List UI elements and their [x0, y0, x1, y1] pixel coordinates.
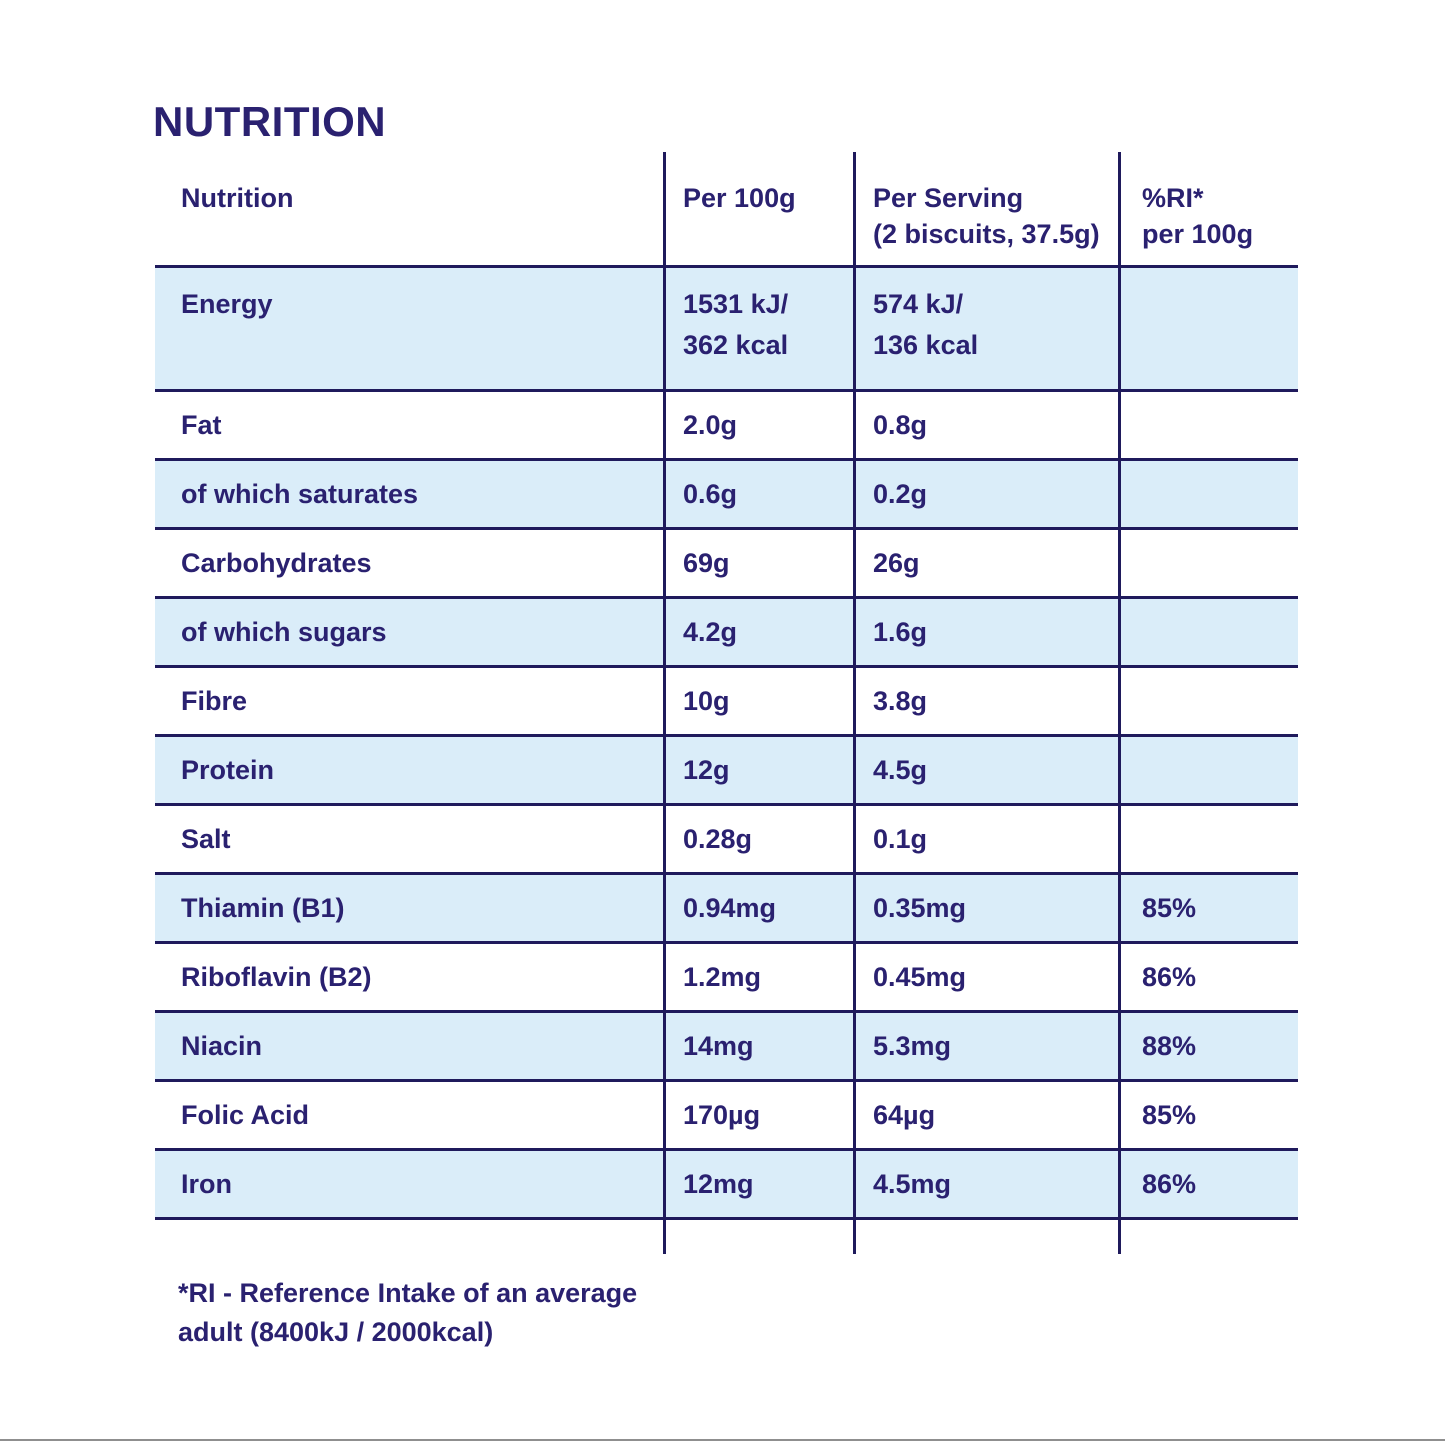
value-per-serving: 0.2g	[873, 479, 928, 509]
value-ri-per-100g: 85%	[1142, 893, 1197, 923]
value-ri-per-100g: 86%	[1142, 962, 1197, 992]
value-per-100g: 1531 kJ/ 362 kcal	[683, 289, 789, 360]
value-per-serving: 3.8g	[873, 686, 928, 716]
value-per-100g: 10g	[683, 686, 730, 716]
table-row-carbohydrates: Carbohydrates 69g 26g	[155, 530, 1298, 599]
header-per-100g: Per 100g	[683, 183, 796, 213]
table-row-of-which-saturates: of which saturates 0.6g 0.2g	[155, 461, 1298, 530]
value-ri-per-100g	[1118, 268, 1298, 284]
value-per-serving: 5.3mg	[873, 1031, 952, 1061]
value-per-serving: 4.5g	[873, 755, 928, 785]
row-label: Thiamin (B1)	[181, 893, 345, 923]
row-label: Protein	[181, 755, 275, 785]
header-per-serving: Per Serving (2 biscuits, 37.5g)	[873, 183, 1100, 249]
column-divider-3	[1118, 152, 1121, 1254]
value-per-100g: 2.0g	[683, 410, 738, 440]
table-header-row: Nutrition Per 100g Per Serving (2 biscui…	[155, 152, 1298, 268]
value-ri-per-100g: 86%	[1142, 1169, 1197, 1199]
row-label: of which sugars	[181, 617, 387, 647]
row-label: Folic Acid	[181, 1100, 310, 1130]
table-row-salt: Salt 0.28g 0.1g	[155, 806, 1298, 875]
value-per-100g: 14mg	[683, 1031, 754, 1061]
value-per-serving: 0.45mg	[873, 962, 967, 992]
bottom-edge-line	[0, 1439, 1445, 1441]
table-row-thiamin-b1: Thiamin (B1) 0.94mg 0.35mg 85%	[155, 875, 1298, 944]
row-label: Riboflavin (B2)	[181, 962, 372, 992]
table-footer-stub	[155, 1220, 1298, 1254]
value-per-serving: 0.35mg	[873, 893, 967, 923]
value-ri-per-100g: 88%	[1142, 1031, 1197, 1061]
page-title: NUTRITION	[153, 98, 387, 145]
value-per-100g: 0.28g	[683, 824, 753, 854]
value-per-serving: 26g	[873, 548, 920, 578]
value-per-100g: 69g	[683, 548, 730, 578]
value-per-100g: 0.94mg	[683, 893, 777, 923]
value-per-serving: 574 kJ/ 136 kcal	[873, 289, 979, 360]
table-row-fibre: Fibre 10g 3.8g	[155, 668, 1298, 737]
table-row-energy: Energy 1531 kJ/ 362 kcal 574 kJ/ 136 kca…	[155, 268, 1298, 392]
row-label: Niacin	[181, 1031, 263, 1061]
reference-intake-note: *RI - Reference Intake of an average adu…	[178, 1278, 638, 1347]
value-per-100g: 4.2g	[683, 617, 738, 647]
value-per-serving: 1.6g	[873, 617, 928, 647]
value-per-serving: 4.5mg	[873, 1169, 952, 1199]
table-row-folic-acid: Folic Acid 170µg 64µg 85%	[155, 1082, 1298, 1151]
table-row-of-which-sugars: of which sugars 4.2g 1.6g	[155, 599, 1298, 668]
row-label: Energy	[181, 289, 273, 319]
value-per-100g: 0.6g	[683, 479, 738, 509]
value-ri-per-100g: 85%	[1142, 1100, 1197, 1130]
row-label: Salt	[181, 824, 231, 854]
row-label: Iron	[181, 1169, 232, 1199]
table-row-fat: Fat 2.0g 0.8g	[155, 392, 1298, 461]
table-row-protein: Protein 12g 4.5g	[155, 737, 1298, 806]
row-label: Fibre	[181, 686, 248, 716]
table-row-niacin: Niacin 14mg 5.3mg 88%	[155, 1013, 1298, 1082]
value-per-100g: 12g	[683, 755, 730, 785]
header-ri-per-100g: %RI* per 100g	[1142, 183, 1254, 249]
column-divider-1	[663, 152, 666, 1254]
table-body: Energy 1531 kJ/ 362 kcal 574 kJ/ 136 kca…	[155, 268, 1298, 1220]
value-per-serving: 0.1g	[873, 824, 928, 854]
value-per-serving: 64µg	[873, 1100, 936, 1130]
table-row-riboflavin-b2: Riboflavin (B2) 1.2mg 0.45mg 86%	[155, 944, 1298, 1013]
nutrition-table: Nutrition Per 100g Per Serving (2 biscui…	[155, 152, 1298, 1254]
header-nutrition: Nutrition	[181, 183, 294, 213]
value-per-100g: 1.2mg	[683, 962, 762, 992]
row-label: Carbohydrates	[181, 548, 372, 578]
row-label: Fat	[181, 410, 222, 440]
value-per-100g: 170µg	[683, 1100, 761, 1130]
value-per-serving: 0.8g	[873, 410, 928, 440]
value-per-100g: 12mg	[683, 1169, 754, 1199]
row-label: of which saturates	[181, 479, 419, 509]
table-row-iron: Iron 12mg 4.5mg 86%	[155, 1151, 1298, 1220]
column-divider-2	[853, 152, 856, 1254]
